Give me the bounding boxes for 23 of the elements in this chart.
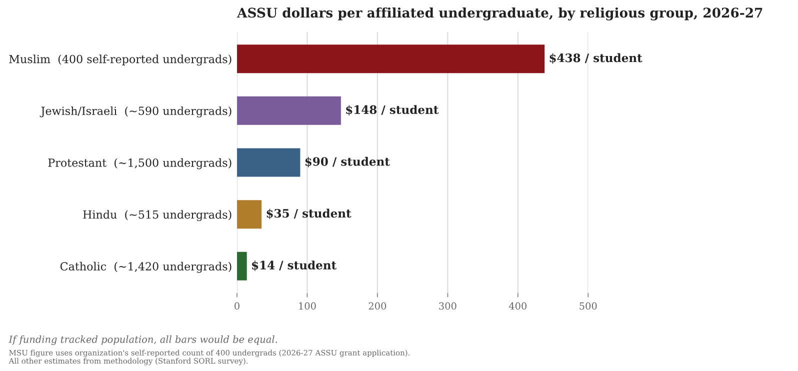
bar bbox=[237, 44, 545, 74]
y-tick-label: Hindu (~515 undergrads) bbox=[83, 210, 232, 222]
x-tick-label: 0 bbox=[234, 302, 240, 310]
bar bbox=[237, 148, 300, 177]
data-label: $90 / student bbox=[305, 156, 390, 168]
chart-title: ASSU dollars per affiliated undergraduate, by religious group, 2026-27 bbox=[236, 7, 762, 20]
x-tick-label: 100 bbox=[299, 302, 316, 310]
bar bbox=[237, 96, 341, 125]
bar bbox=[237, 200, 262, 229]
data-label: $148 / student bbox=[346, 105, 439, 116]
data-label: $35 / student bbox=[266, 208, 352, 220]
data-label: $438 / student bbox=[550, 53, 642, 64]
y-tick-label: Muslim (400 self-reported undergrads) bbox=[9, 54, 232, 66]
x-tick-label: 400 bbox=[508, 302, 527, 310]
x-tick-label: 300 bbox=[439, 302, 456, 310]
text: If funding tracked population, all bars would be equal. bbox=[8, 335, 277, 345]
y-tick-label: Jewish/Israeli (~590 undergrads) bbox=[40, 106, 232, 118]
bar bbox=[237, 252, 247, 280]
y-tick-label: Protestant (~1,500 undergrads) bbox=[48, 158, 232, 170]
data-label: $14 / student bbox=[252, 260, 337, 272]
x-tick-label: 200 bbox=[368, 302, 386, 310]
y-tick-label: Catholic (~1,420 undergrads) bbox=[60, 262, 232, 273]
x-tick-label: 500 bbox=[580, 302, 597, 310]
